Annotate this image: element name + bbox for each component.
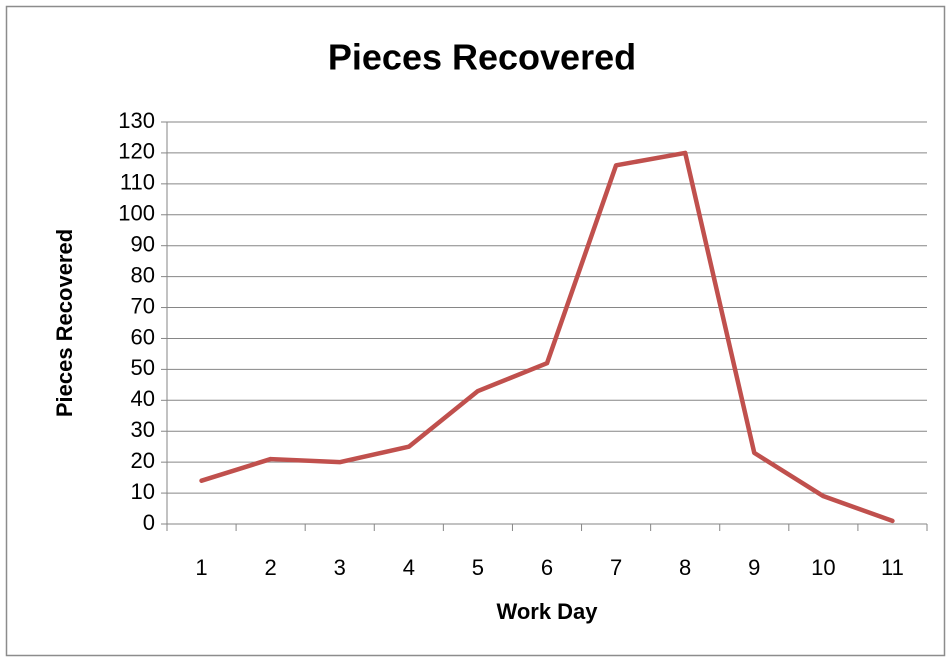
y-tick-label: 10 [131,479,155,504]
y-tick-label: 90 [131,232,155,257]
x-tick-label: 8 [679,555,691,580]
x-tick-label: 5 [472,555,484,580]
y-tick-label: 20 [131,448,155,473]
y-tick-label: 0 [143,510,155,535]
y-tick-label: 80 [131,262,155,287]
x-tick-label: 3 [334,555,346,580]
x-tick-label: 1 [195,555,207,580]
x-tick-label: 2 [265,555,277,580]
x-tick-label: 10 [811,555,835,580]
x-tick-label: 7 [610,555,622,580]
chart-border [5,5,946,657]
y-tick-label: 60 [131,324,155,349]
x-axis-label: Work Day [496,599,598,624]
y-tick-label: 40 [131,386,155,411]
y-tick-label: 70 [131,293,155,318]
x-tick-label: 9 [748,555,760,580]
y-tick-label: 100 [118,201,155,226]
y-axis-label: Pieces Recovered [52,229,77,417]
y-tick-label: 50 [131,355,155,380]
chart-title: Pieces Recovered [328,37,636,78]
y-tick-label: 130 [118,108,155,133]
x-tick-label: 11 [881,555,904,580]
data-line [199,150,895,524]
x-tick-label: 4 [403,555,415,580]
y-tick-label: 110 [120,170,155,195]
x-tick-label: 6 [541,555,553,580]
y-tick-label: 30 [131,417,155,442]
y-tick-label: 120 [118,139,155,164]
